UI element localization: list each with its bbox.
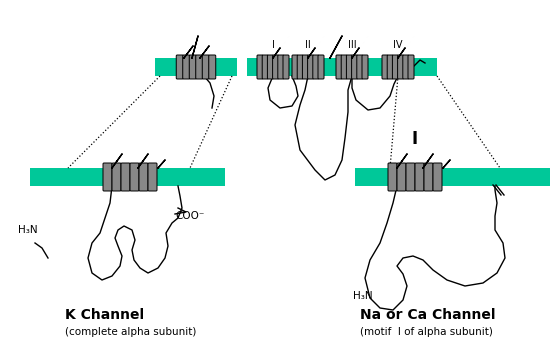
Text: I: I bbox=[272, 40, 274, 50]
FancyBboxPatch shape bbox=[313, 55, 319, 79]
FancyBboxPatch shape bbox=[382, 55, 388, 79]
FancyBboxPatch shape bbox=[346, 55, 353, 79]
FancyBboxPatch shape bbox=[267, 55, 273, 79]
FancyBboxPatch shape bbox=[112, 163, 121, 191]
Text: (motif  I of alpha subunit): (motif I of alpha subunit) bbox=[360, 327, 493, 337]
FancyBboxPatch shape bbox=[387, 55, 393, 79]
FancyBboxPatch shape bbox=[130, 163, 139, 191]
FancyBboxPatch shape bbox=[424, 163, 433, 191]
Text: Na or Ca Channel: Na or Ca Channel bbox=[360, 308, 496, 322]
FancyBboxPatch shape bbox=[415, 163, 424, 191]
FancyBboxPatch shape bbox=[397, 163, 406, 191]
FancyBboxPatch shape bbox=[148, 163, 157, 191]
FancyBboxPatch shape bbox=[318, 55, 324, 79]
Text: I: I bbox=[412, 130, 418, 148]
FancyBboxPatch shape bbox=[433, 163, 442, 191]
FancyBboxPatch shape bbox=[103, 163, 112, 191]
FancyBboxPatch shape bbox=[292, 55, 298, 79]
FancyBboxPatch shape bbox=[408, 55, 414, 79]
FancyBboxPatch shape bbox=[139, 163, 148, 191]
FancyBboxPatch shape bbox=[357, 55, 363, 79]
FancyBboxPatch shape bbox=[278, 55, 284, 79]
FancyBboxPatch shape bbox=[209, 55, 216, 79]
FancyBboxPatch shape bbox=[121, 163, 130, 191]
FancyBboxPatch shape bbox=[176, 55, 183, 79]
FancyBboxPatch shape bbox=[196, 55, 203, 79]
Bar bbox=[30, 168, 225, 186]
FancyBboxPatch shape bbox=[362, 55, 368, 79]
FancyBboxPatch shape bbox=[388, 163, 397, 191]
Bar bbox=[155, 58, 237, 76]
Text: IV: IV bbox=[393, 40, 403, 50]
FancyBboxPatch shape bbox=[257, 55, 263, 79]
FancyBboxPatch shape bbox=[398, 55, 404, 79]
FancyBboxPatch shape bbox=[283, 55, 289, 79]
Text: (complete alpha subunit): (complete alpha subunit) bbox=[65, 327, 196, 337]
Text: COO⁻: COO⁻ bbox=[175, 211, 205, 221]
FancyBboxPatch shape bbox=[403, 55, 409, 79]
FancyBboxPatch shape bbox=[189, 55, 196, 79]
FancyBboxPatch shape bbox=[183, 55, 190, 79]
Text: K Channel: K Channel bbox=[65, 308, 144, 322]
Text: II: II bbox=[305, 40, 311, 50]
FancyBboxPatch shape bbox=[302, 55, 309, 79]
FancyBboxPatch shape bbox=[273, 55, 279, 79]
FancyBboxPatch shape bbox=[336, 55, 342, 79]
FancyBboxPatch shape bbox=[351, 55, 358, 79]
FancyBboxPatch shape bbox=[307, 55, 314, 79]
FancyBboxPatch shape bbox=[341, 55, 347, 79]
FancyBboxPatch shape bbox=[406, 163, 415, 191]
Text: III: III bbox=[348, 40, 356, 50]
Text: H₃N: H₃N bbox=[18, 225, 37, 235]
FancyBboxPatch shape bbox=[202, 55, 209, 79]
FancyBboxPatch shape bbox=[297, 55, 303, 79]
FancyBboxPatch shape bbox=[262, 55, 268, 79]
Bar bbox=[247, 58, 437, 76]
Bar bbox=[355, 168, 550, 186]
Text: H₃N: H₃N bbox=[353, 291, 373, 301]
FancyBboxPatch shape bbox=[392, 55, 398, 79]
